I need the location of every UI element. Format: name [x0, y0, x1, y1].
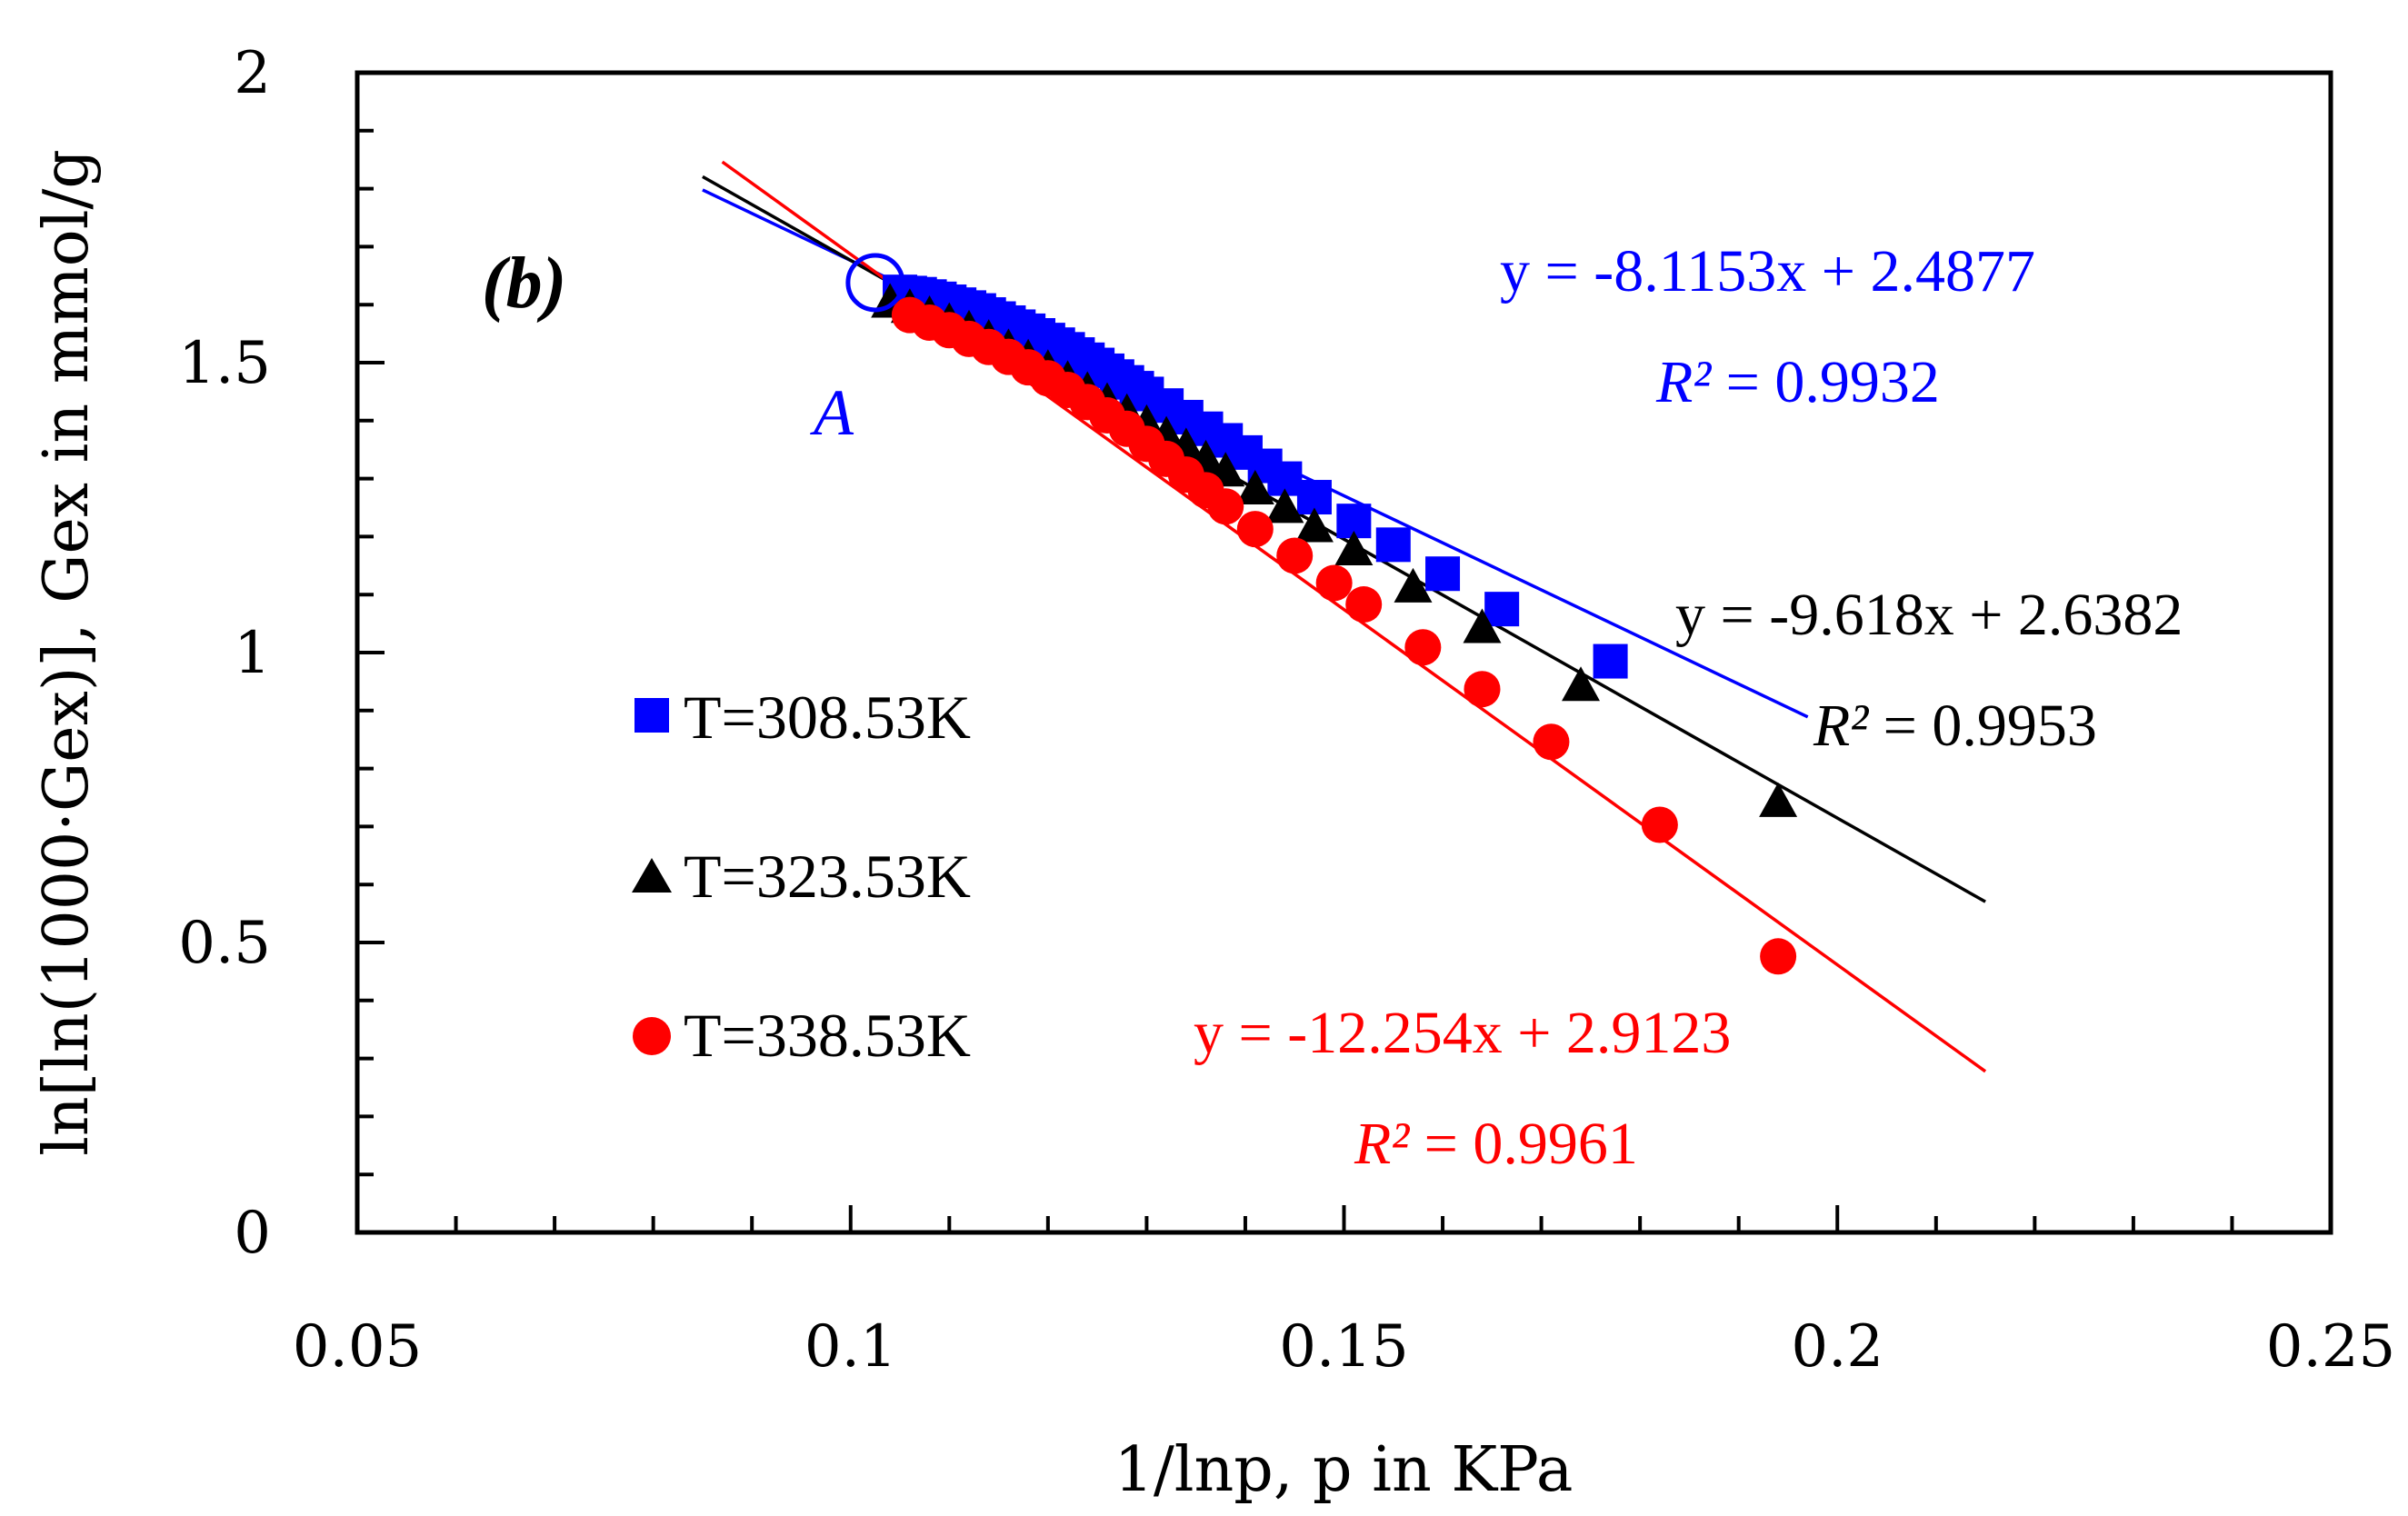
legend-marker-circle — [633, 1017, 671, 1055]
data-point-circle — [1276, 537, 1314, 574]
y-tick-label: 1.5 — [178, 330, 271, 397]
legend-label-338: T=338.53K — [684, 1001, 971, 1070]
black-fit-equation: y = -9.618x + 2.6382 — [1675, 582, 2183, 648]
x-tick-labels: 0.05 0.1 0.15 0.2 0.25 — [293, 1313, 2396, 1381]
data-point-square — [1375, 527, 1411, 563]
legend-marker-triangle — [632, 858, 672, 893]
x-tick-label: 0.25 — [2266, 1313, 2396, 1381]
blue-fit-r2: R² = 0.9932 — [1655, 349, 1940, 415]
legend-label-308: T=308.53K — [684, 683, 971, 752]
data-point-circle — [1760, 938, 1797, 975]
point-a-marker — [845, 253, 905, 313]
data-point-circle — [1533, 723, 1570, 761]
black-fit-r2: R² = 0.9953 — [1813, 693, 2097, 759]
x-tick-label: 0.2 — [1791, 1313, 1883, 1381]
data-point-triangle — [1759, 782, 1798, 817]
data-point-triangle — [1394, 567, 1433, 603]
data-point-square — [1484, 592, 1520, 627]
y-tick-label: 1 — [234, 620, 271, 687]
plot-frame — [355, 70, 2333, 1235]
point-a-label: A — [810, 376, 854, 449]
red-fit-equation: y = -12.254x + 2.9123 — [1194, 1000, 1731, 1066]
data-point-circle — [1207, 488, 1244, 525]
legend-label-323: T=323.53K — [684, 842, 971, 911]
x-tick-label: 0.1 — [804, 1313, 897, 1381]
data-point-triangle — [1294, 507, 1334, 543]
data-point-circle — [1404, 629, 1442, 666]
y-tick-label: 2 — [234, 40, 271, 107]
legend-marker-square — [634, 698, 669, 733]
data-point-square — [1425, 556, 1461, 592]
data-point-circle — [1464, 671, 1501, 708]
x-tick-label: 0.15 — [1279, 1313, 1409, 1381]
y-axis-title: ln[ln(1000·Gex)], Gex in mmol/g — [31, 149, 103, 1156]
data-point-triangle — [1235, 469, 1274, 504]
y-tick-labels: 0 0.5 1 1.5 2 — [178, 40, 271, 1267]
legend: T=308.53K T=323.53K T=338.53K — [632, 683, 971, 1070]
data-point-circle — [1236, 511, 1274, 548]
data-point-triangle — [1562, 666, 1601, 702]
data-point-triangle — [1463, 608, 1502, 643]
y-tick-label: 0.5 — [178, 910, 271, 977]
data-point-square — [1593, 643, 1628, 679]
y-tick-label: 0 — [234, 1200, 271, 1267]
blue-fit-equation: y = -8.1153x + 2.4877 — [1500, 238, 2035, 304]
data-markers — [871, 274, 1798, 975]
x-tick-label: 0.05 — [293, 1313, 423, 1381]
data-point-triangle — [1265, 488, 1304, 524]
panel-label: (b) — [482, 244, 566, 324]
data-point-circle — [1345, 586, 1383, 623]
data-point-circle — [1641, 806, 1678, 843]
data-point-circle — [1315, 564, 1353, 602]
red-fit-r2: R² = 0.9961 — [1354, 1111, 1638, 1177]
data-point-triangle — [1334, 530, 1374, 565]
x-axis-title: 1/lnp, p in KPa — [1114, 1434, 1574, 1506]
